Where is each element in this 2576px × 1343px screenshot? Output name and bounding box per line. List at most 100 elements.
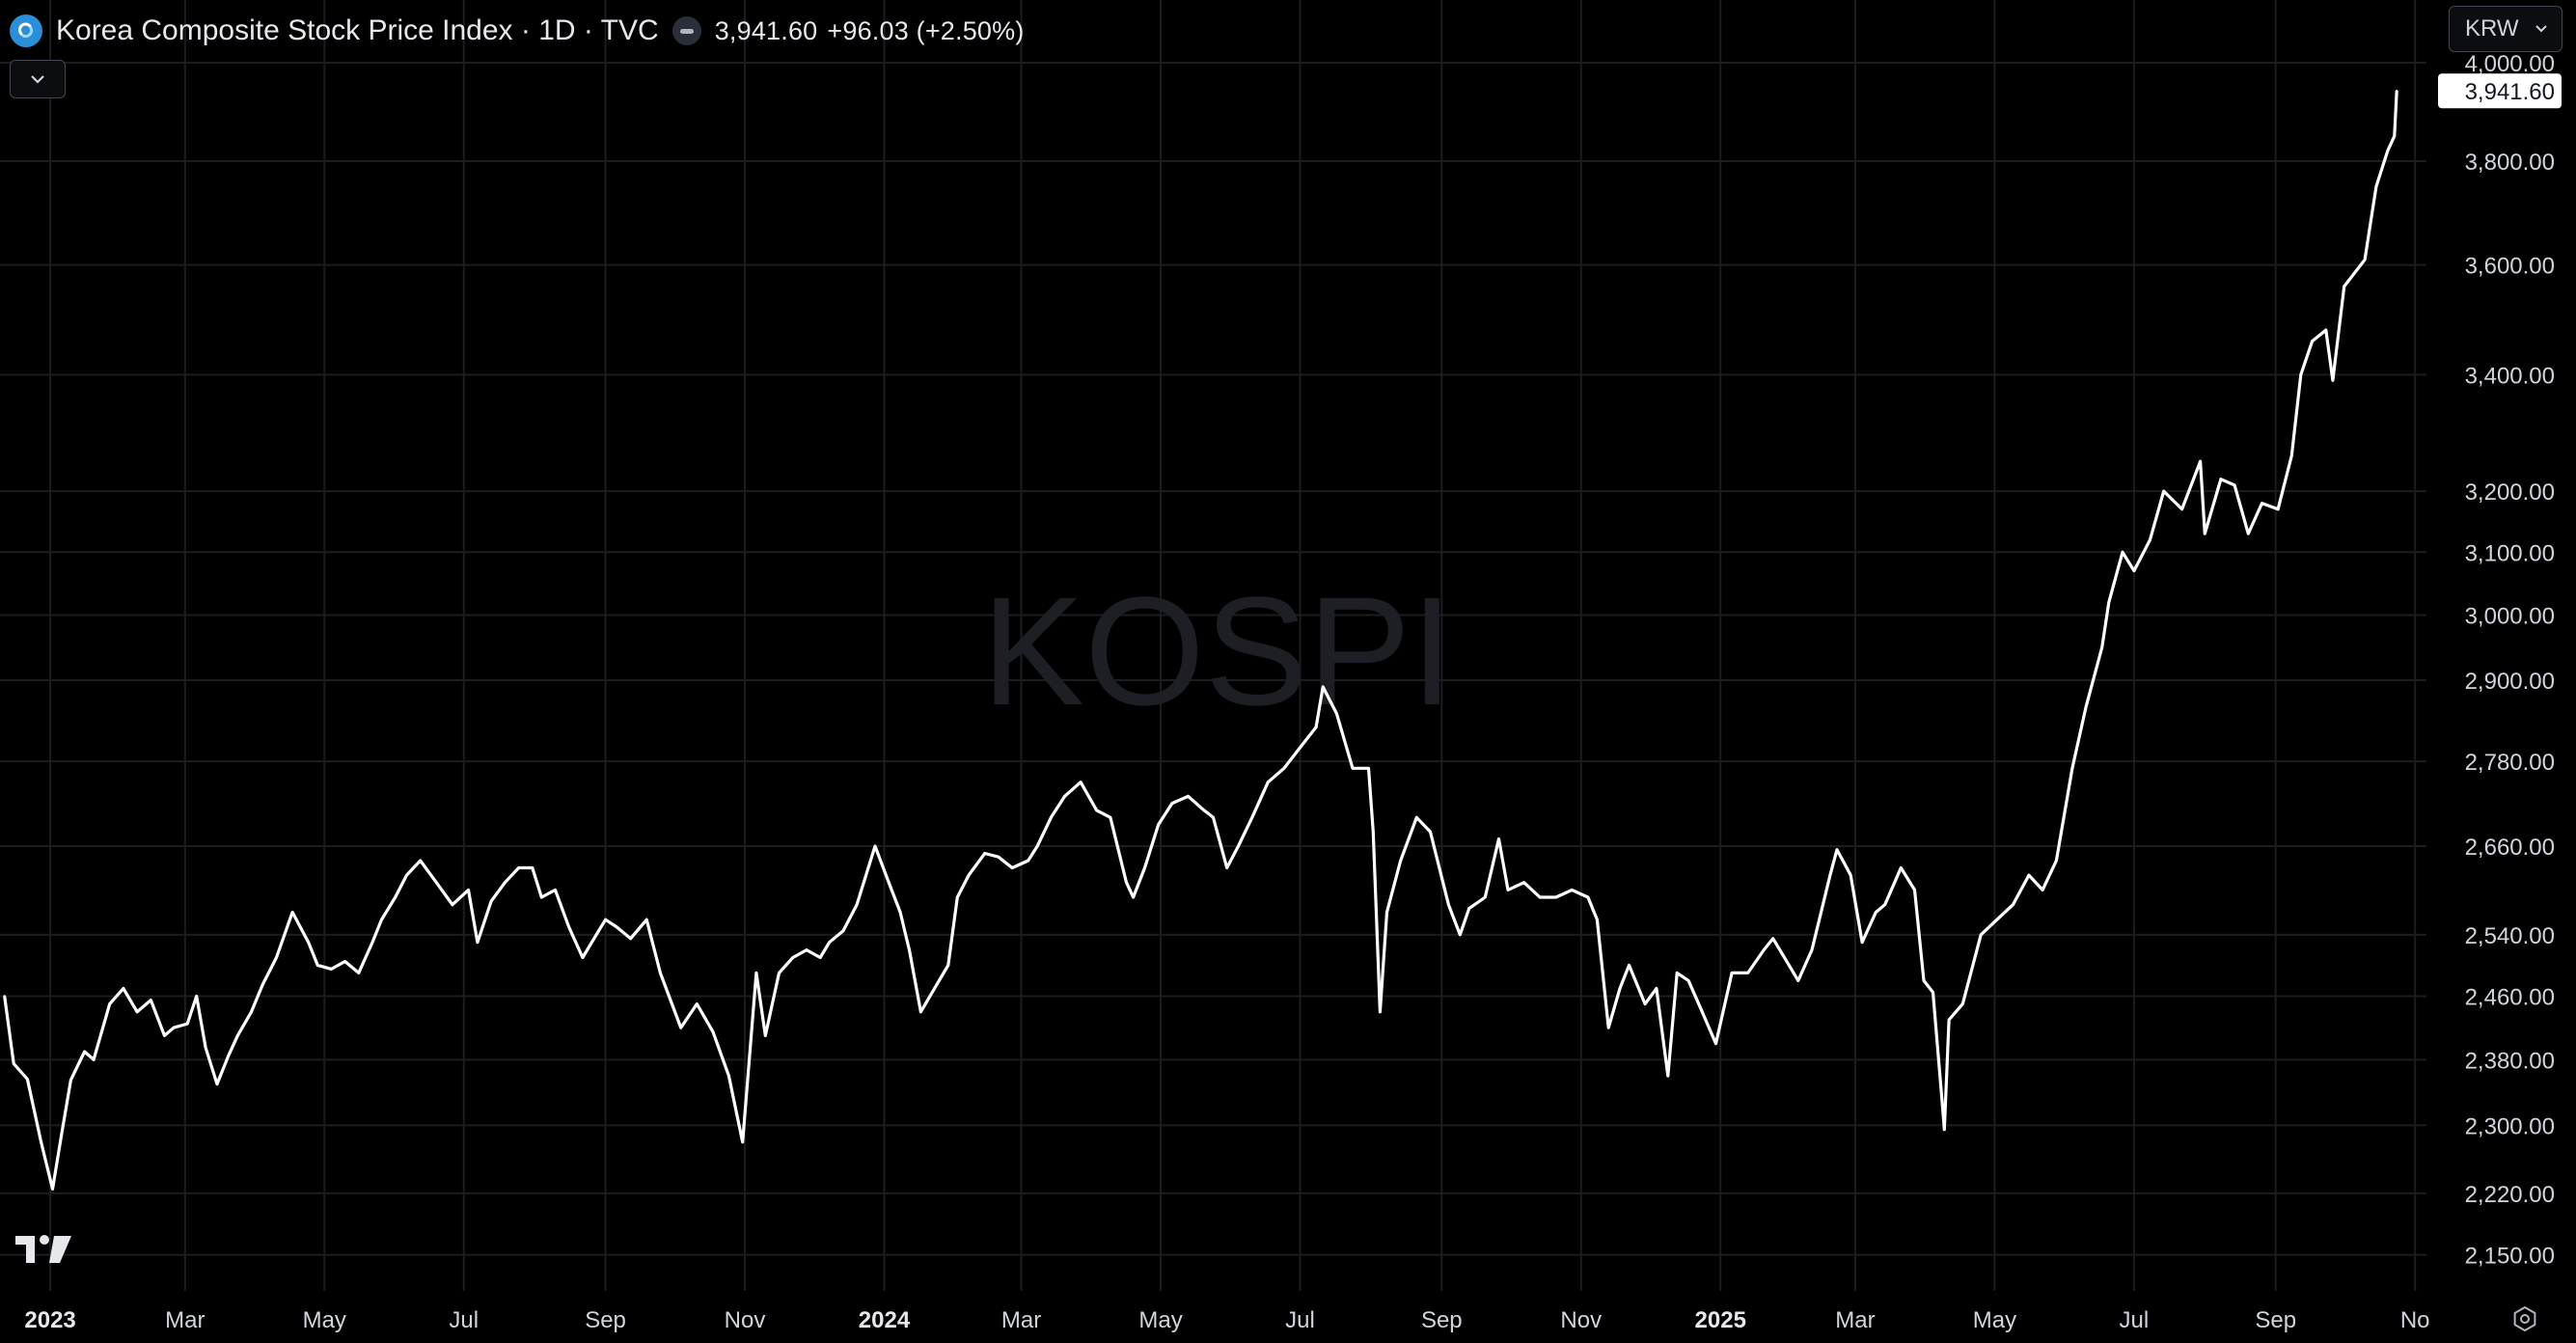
data-point bbox=[2343, 285, 2345, 288]
data-point bbox=[394, 895, 397, 899]
y-tick-label: 3,200.00 bbox=[2465, 480, 2555, 506]
y-tick-label: 3,800.00 bbox=[2465, 150, 2555, 176]
symbol-title[interactable]: Korea Composite Stock Price Index · 1D ·… bbox=[56, 14, 659, 46]
data-point bbox=[1036, 844, 1039, 848]
data-point bbox=[2396, 90, 2398, 93]
data-point bbox=[1132, 895, 1135, 899]
data-point bbox=[108, 1002, 111, 1005]
data-point bbox=[1883, 903, 1886, 906]
data-point bbox=[1763, 948, 1766, 951]
data-point bbox=[1714, 1042, 1717, 1045]
gear-icon[interactable] bbox=[2510, 1304, 2539, 1333]
data-point bbox=[828, 941, 831, 944]
data-point bbox=[1125, 881, 1128, 884]
y-tick-label: 2,380.00 bbox=[2465, 1048, 2555, 1074]
data-point bbox=[1506, 889, 1510, 891]
data-point bbox=[1212, 816, 1215, 819]
y-tick-label: 2,220.00 bbox=[2465, 1182, 2555, 1208]
data-point bbox=[1467, 907, 1470, 910]
data-point bbox=[1522, 881, 1525, 884]
data-point bbox=[1835, 848, 1839, 851]
data-point bbox=[2290, 453, 2293, 457]
data-point bbox=[531, 866, 534, 869]
data-point bbox=[997, 856, 1000, 859]
data-point bbox=[2219, 478, 2223, 480]
data-point bbox=[2204, 532, 2206, 535]
x-tick-label: Sep bbox=[1421, 1307, 1463, 1333]
data-point bbox=[227, 1055, 230, 1057]
data-point bbox=[1828, 873, 1832, 877]
data-point bbox=[946, 964, 949, 967]
x-tick-label: 2023 bbox=[24, 1307, 75, 1333]
tradingview-logo-icon[interactable] bbox=[14, 1230, 79, 1269]
data-point bbox=[2084, 705, 2088, 708]
y-tick-label: 2,660.00 bbox=[2465, 835, 2555, 861]
data-point bbox=[1913, 889, 1916, 891]
y-tick-label: 2,540.00 bbox=[2465, 923, 2555, 949]
data-point bbox=[1202, 809, 1206, 812]
data-point bbox=[172, 1027, 176, 1029]
data-point bbox=[1399, 859, 1402, 863]
x-tick-label: Jul bbox=[2120, 1307, 2150, 1333]
data-point bbox=[2070, 767, 2074, 770]
last-price: 3,941.60 bbox=[714, 15, 818, 45]
currency-select[interactable]: KRW bbox=[2449, 6, 2562, 52]
data-point bbox=[1079, 781, 1082, 783]
watermark: KOSPI bbox=[981, 564, 1453, 737]
data-point bbox=[1947, 1018, 1951, 1022]
data-point bbox=[1655, 987, 1658, 990]
kospi-symbol-icon[interactable] bbox=[10, 14, 42, 47]
data-point bbox=[236, 1034, 239, 1037]
data-point bbox=[1666, 1074, 1670, 1078]
x-tick-label: Jul bbox=[449, 1307, 479, 1333]
last-price-label-group: 3,941.60 bbox=[2438, 73, 2562, 109]
x-tick-label: Mar bbox=[165, 1307, 205, 1333]
data-point bbox=[60, 1132, 64, 1136]
data-point bbox=[1980, 933, 1983, 936]
data-point bbox=[1596, 918, 1599, 921]
data-point bbox=[659, 972, 662, 974]
data-point bbox=[1385, 911, 1388, 914]
data-point bbox=[163, 1034, 166, 1037]
y-tick-label: 2,150.00 bbox=[2465, 1244, 2555, 1270]
data-point bbox=[679, 1027, 682, 1029]
y-tick-label: 4,000.00 bbox=[2465, 51, 2555, 77]
data-point bbox=[581, 956, 585, 959]
data-point bbox=[1447, 903, 1450, 906]
data-point bbox=[1379, 1010, 1382, 1014]
x-tick-label: Nov bbox=[725, 1307, 766, 1333]
price-axis[interactable]: 4,000.00 3,800.00 3,600.00 3,400.00 3,200.00… bbox=[2465, 51, 2555, 1270]
data-point bbox=[1943, 1128, 1946, 1131]
y-tick-label: 2,900.00 bbox=[2465, 669, 2555, 695]
data-point bbox=[1314, 726, 1318, 728]
data-point bbox=[1322, 685, 1325, 689]
time-axis[interactable]: 2023 Mar May Jul Sep Nov 2024 Mar May Jul Sep Nov 20… bbox=[24, 1307, 2429, 1333]
collapse-legend-button[interactable] bbox=[10, 60, 66, 98]
data-point bbox=[215, 1083, 219, 1085]
data-point bbox=[1225, 866, 1228, 869]
data-point bbox=[51, 1188, 54, 1191]
x-tick-label: Jul bbox=[1285, 1307, 1315, 1333]
last-price-label: 3,941.60 bbox=[2465, 79, 2555, 105]
data-point bbox=[1143, 866, 1146, 869]
data-point bbox=[1367, 767, 1370, 770]
data-point bbox=[2162, 489, 2165, 493]
data-point bbox=[1746, 972, 1749, 974]
data-point bbox=[919, 1010, 922, 1014]
data-point bbox=[629, 937, 632, 940]
data-point bbox=[594, 933, 598, 936]
chevron-down-icon bbox=[31, 75, 44, 84]
data-point bbox=[2100, 645, 2103, 649]
data-point bbox=[778, 972, 781, 974]
data-point bbox=[1157, 823, 1160, 826]
data-point bbox=[40, 1140, 42, 1144]
data-point bbox=[380, 918, 383, 921]
market-status-icon[interactable] bbox=[671, 16, 701, 45]
data-point bbox=[1538, 895, 1542, 899]
data-point bbox=[3, 995, 6, 998]
data-point bbox=[616, 925, 618, 929]
data-point bbox=[1701, 1010, 1704, 1014]
data-point bbox=[741, 1140, 744, 1144]
data-point bbox=[2149, 538, 2151, 541]
